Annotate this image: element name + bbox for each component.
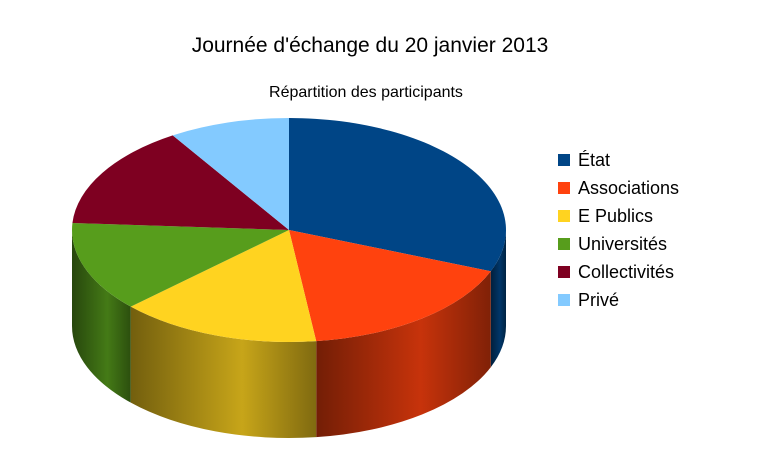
chart-subtitle: Répartition des participants (269, 84, 463, 101)
legend-label: Universités (578, 233, 668, 254)
pie-slice-4 (72, 135, 290, 230)
legend-label: Associations (578, 177, 680, 198)
chart-title: Journée d'échange du 20 janvier 2013 (191, 34, 549, 57)
pie-side-1 (316, 271, 491, 438)
legend-label: E Publics (578, 205, 654, 226)
pie-slice-0 (289, 118, 506, 272)
legend-swatch (558, 154, 570, 166)
legend-item: Associations (558, 174, 679, 202)
legend-item: Collectivités (558, 258, 679, 286)
pie-slice-2 (130, 230, 317, 342)
legend-label: Privé (578, 289, 620, 310)
pie-slice-5 (172, 118, 289, 230)
legend-item: Universités (558, 230, 679, 258)
legend-swatch (558, 182, 570, 194)
legend-swatch (558, 238, 570, 250)
pie-side-0 (490, 230, 506, 368)
pie-side-2 (130, 306, 317, 438)
legend-label: État (578, 149, 611, 170)
legend-swatch (558, 266, 570, 278)
legend-item: État (558, 146, 679, 174)
legend-swatch (558, 294, 570, 306)
pie-slice-1 (289, 230, 491, 342)
legend-swatch (558, 210, 570, 222)
legend-item: Privé (558, 286, 679, 314)
pie-side-3 (72, 230, 131, 403)
legend-label: Collectivités (578, 261, 675, 282)
legend: État Associations E Publics Universités Coll… (558, 146, 679, 314)
pie-slice-3 (71, 222, 289, 307)
legend-item: E Publics (558, 202, 679, 230)
